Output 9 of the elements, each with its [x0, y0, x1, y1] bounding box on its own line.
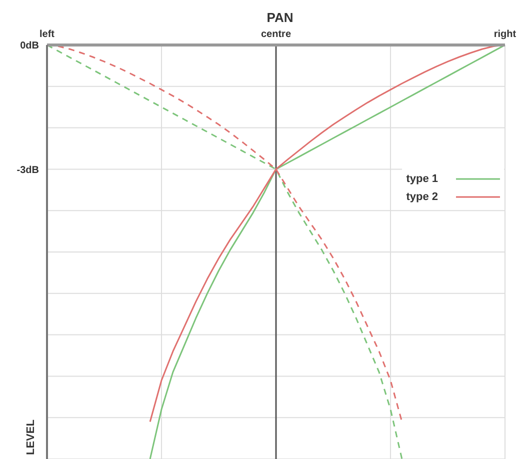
y-tick-label: -3dB	[16, 164, 39, 176]
x-tick-label: centre	[260, 29, 292, 40]
chart-title: PAN	[266, 10, 294, 25]
y-axis-title: LEVEL	[25, 419, 37, 455]
x-tick-label: left	[40, 29, 56, 40]
x-tick-label: right	[494, 29, 517, 40]
legend-label: type 1	[406, 173, 438, 185]
y-tick-label: 0dB	[20, 40, 39, 52]
legend-label: type 2	[406, 191, 438, 203]
